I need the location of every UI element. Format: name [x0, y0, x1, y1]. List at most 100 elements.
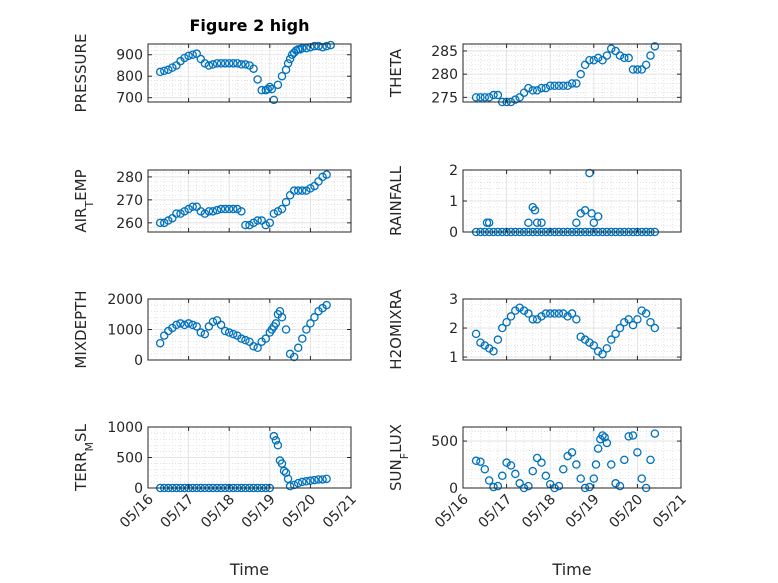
data-point: [281, 325, 291, 334]
data-point: [502, 317, 511, 327]
data-point: [628, 65, 638, 74]
data-point: [554, 481, 564, 491]
data-point: [519, 88, 529, 97]
y-tick-label: 800: [116, 69, 143, 85]
data-point: [253, 75, 262, 84]
y-axis-label-subscript: T: [83, 201, 96, 209]
y-axis-label-main: H2OMIXRA: [387, 289, 405, 370]
y-tick-label: 270: [116, 193, 143, 209]
subplot-terr_msl: 0 500 1000 05/16 05/17 05/18 05/19 05/20 05/21 TE…: [72, 420, 360, 579]
data-point: [241, 335, 250, 345]
axes-box: [462, 426, 682, 489]
data-point: [615, 323, 625, 333]
data-point: [237, 207, 246, 216]
data-point: [587, 209, 596, 218]
data-point: [633, 448, 642, 457]
x-tick-label: 05/16: [117, 491, 157, 531]
y-tick-label: 0: [449, 225, 458, 241]
y-axis-label: PRESSURE: [72, 34, 90, 113]
y-tick-label: 1: [449, 194, 458, 210]
subplot-mixdepth: 0 1000 2000 MIXDEPTH: [72, 290, 352, 369]
y-tick-label: 0: [449, 481, 458, 497]
data-point: [322, 41, 331, 51]
subplot-theta: 275 280 285 THETA: [387, 42, 682, 106]
x-tick-label: 05/20: [279, 492, 319, 532]
data-point: [572, 218, 581, 227]
y-axis-label: THETA: [387, 48, 405, 98]
y-axis-label-main: MIXDEPTH: [72, 290, 90, 368]
data-point: [216, 320, 226, 330]
data-point: [172, 320, 181, 330]
data-point: [480, 93, 490, 102]
data-point: [289, 480, 299, 490]
data-point: [532, 218, 542, 227]
data-point: [273, 207, 283, 216]
data-point: [224, 204, 234, 214]
data-point: [598, 349, 607, 359]
data-point: [229, 329, 238, 339]
data-point: [646, 51, 655, 60]
data-point: [188, 202, 197, 211]
data-point: [606, 460, 616, 469]
data-point: [641, 60, 651, 70]
chart-title: Figure 2 high: [190, 16, 310, 35]
data-point: [650, 323, 660, 333]
data-point: [224, 328, 234, 337]
data-point: [253, 216, 262, 225]
data-point: [598, 55, 607, 65]
data-point: [322, 170, 331, 179]
data-point: [484, 476, 494, 485]
data-point: [310, 475, 319, 485]
data-point: [176, 209, 185, 218]
y-tick-label: 1: [449, 350, 458, 366]
x-axis-label: Time: [229, 560, 269, 579]
data-point: [216, 204, 226, 214]
data-point: [537, 458, 546, 467]
data-point: [285, 54, 295, 64]
data-point: [471, 93, 481, 102]
data-series: [471, 303, 660, 359]
y-tick-label: 285: [431, 44, 458, 60]
data-point: [633, 65, 642, 74]
axes-box: [462, 298, 682, 361]
data-point: [245, 220, 254, 230]
subplot-pressure: 700 800 900 PRESSURE Figure 2 high: [72, 16, 352, 113]
data-point: [285, 481, 295, 491]
data-point: [159, 218, 169, 228]
data-series: [155, 300, 331, 362]
data-point: [279, 466, 289, 476]
data-point: [524, 309, 533, 318]
data-point: [293, 186, 303, 195]
data-point: [541, 471, 551, 481]
data-point: [293, 343, 303, 353]
y-tick-label: 0: [134, 353, 143, 369]
data-point: [637, 65, 647, 74]
data-point: [318, 172, 327, 182]
data-point: [476, 93, 485, 102]
y-tick-label: 260: [116, 216, 143, 232]
data-point: [289, 186, 299, 195]
y-axis-label-main: SUN: [387, 459, 405, 491]
data-point: [241, 220, 250, 230]
data-point: [506, 461, 516, 470]
data-point: [302, 325, 311, 334]
data-point: [229, 59, 238, 68]
data-point: [620, 455, 629, 465]
data-point: [572, 460, 581, 469]
data-point: [164, 65, 173, 75]
data-point: [216, 59, 226, 68]
x-tick-label: 05/18: [198, 492, 238, 532]
data-point: [628, 431, 638, 440]
data-point: [208, 317, 218, 327]
data-point: [322, 300, 331, 310]
data-series: [155, 40, 335, 105]
y-axis-label-main: TERR: [72, 451, 90, 492]
x-tick-label: 05/17: [158, 492, 198, 532]
data-point: [572, 315, 581, 324]
y-axis-label-tail: SL: [72, 423, 90, 442]
data-point: [281, 197, 291, 207]
data-point: [589, 55, 599, 65]
data-point: [233, 204, 242, 214]
data-point: [172, 209, 181, 218]
axes-box: [147, 43, 352, 103]
